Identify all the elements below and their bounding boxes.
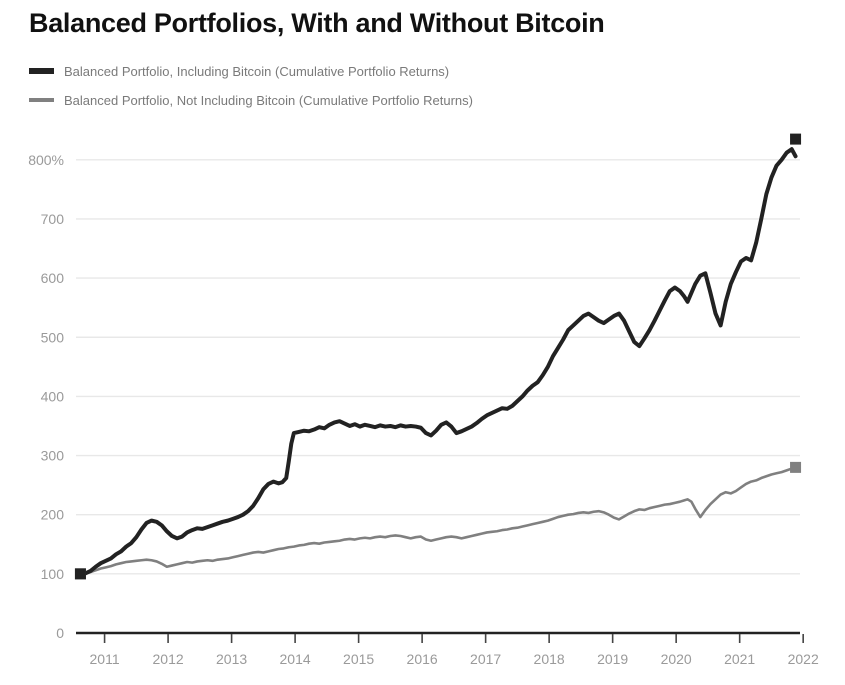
legend-item-without-bitcoin: Balanced Portfolio, Not Including Bitcoi… <box>29 89 473 111</box>
page-title: Balanced Portfolios, With and Without Bi… <box>29 8 605 38</box>
x-axis-tick-label: 2017 <box>470 651 501 667</box>
y-axis-tick-label: 0 <box>56 625 64 641</box>
legend-label-with-bitcoin: Balanced Portfolio, Including Bitcoin (C… <box>64 63 450 79</box>
y-axis-tick-label: 700 <box>41 211 65 227</box>
x-axis-tick-label: 2013 <box>216 651 247 667</box>
legend-swatch-with-bitcoin <box>29 68 54 74</box>
start-marker-with-bitcoin <box>74 568 86 580</box>
x-axis-tick-label: 2014 <box>280 651 311 667</box>
x-axis-tick-label: 2020 <box>661 651 692 667</box>
x-axis-tick-label: 2018 <box>534 651 565 667</box>
y-axis-tick-label: 100 <box>41 566 65 582</box>
x-axis-tick-label: 2011 <box>90 651 120 667</box>
y-axis-tick-label: 200 <box>41 507 65 523</box>
legend-swatch-without-bitcoin <box>29 98 54 102</box>
chart-legend: Balanced Portfolio, Including Bitcoin (C… <box>29 60 473 118</box>
x-axis-tick-label: 2021 <box>724 651 755 667</box>
x-axis-tick-label: 2015 <box>343 651 374 667</box>
y-axis-tick-label: 800% <box>28 152 64 168</box>
y-axis-tick-label: 600 <box>41 270 65 286</box>
legend-label-without-bitcoin: Balanced Portfolio, Not Including Bitcoi… <box>64 92 473 108</box>
y-axis-tick-label: 500 <box>41 329 65 345</box>
series-line-with-bitcoin <box>78 147 798 576</box>
end-marker-without-bitcoin <box>790 461 802 473</box>
x-axis-tick-label: 2016 <box>407 651 438 667</box>
x-axis-tick-label: 2019 <box>597 651 628 667</box>
y-axis-tick-label: 400 <box>41 388 65 404</box>
x-axis-tick-label: 2022 <box>788 651 819 667</box>
legend-item-with-bitcoin: Balanced Portfolio, Including Bitcoin (C… <box>29 60 473 82</box>
x-axis-tick-label: 2012 <box>153 651 184 667</box>
series-line-without-bitcoin <box>79 466 797 576</box>
end-marker-with-bitcoin <box>790 133 802 145</box>
y-axis-tick-label: 300 <box>41 448 65 464</box>
